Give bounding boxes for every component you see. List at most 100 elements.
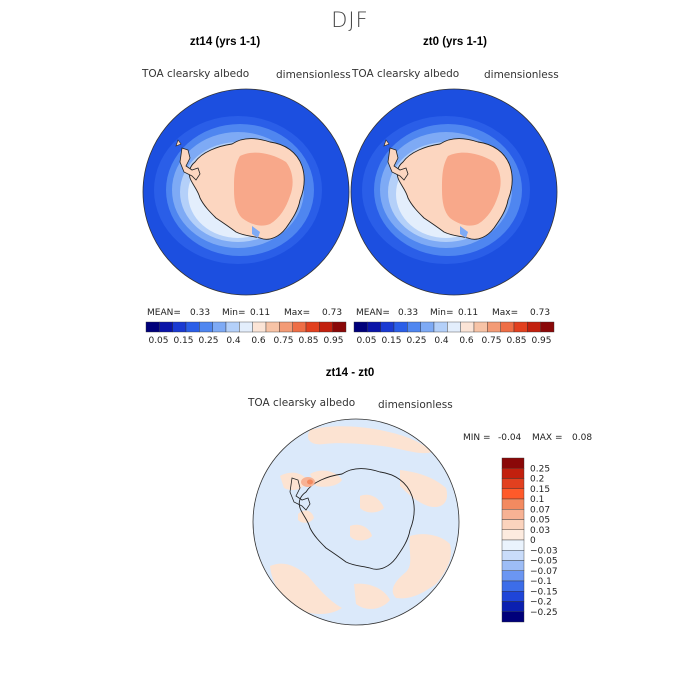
diff-colorbar: 0.250.20.150.10.070.050.030−0.03−0.05−0.… [501, 457, 558, 623]
panel1-max: 0.73 [322, 308, 343, 318]
panel1-units: dimensionless [276, 69, 351, 81]
panel1-colorbar-tick-label: 0.85 [298, 336, 318, 346]
panel1-mean: 0.33 [190, 308, 211, 318]
panel1-variable: TOA clearsky albedo [142, 68, 250, 80]
diff-colorbar-tick-label: −0.25 [530, 608, 558, 618]
diff-colorbar-swatch [501, 468, 525, 479]
panel1-colorbar-swatch [292, 321, 307, 333]
diff-colorbar-tick-label: 0.03 [530, 526, 550, 536]
panel2-colorbar-swatch [527, 321, 541, 333]
diff-colorbar-tick-label: 0.1 [530, 495, 544, 505]
diff-colorbar-tick-label: −0.05 [530, 557, 558, 567]
panel1-colorbar-swatch [159, 321, 173, 333]
diff-colorbar-tick-label: −0.1 [530, 577, 552, 587]
diff-colorbar-swatch [501, 519, 525, 530]
panel1-mean-label: MEAN= [147, 308, 181, 318]
diff-colorbar-tick-label: −0.07 [530, 567, 558, 577]
diff-colorbar-tick-label: −0.03 [530, 546, 558, 556]
panel2-colorbar-tick-label: 0.85 [506, 336, 526, 346]
diff-colorbar-tick-label: 0.05 [530, 516, 550, 526]
panel1-colorbar-tick-label: 0.15 [173, 336, 193, 346]
diff-min: -0.04 [498, 433, 522, 443]
panel1-colorbar-tick-label: 0.6 [251, 336, 266, 346]
panel1-min-label: Min= [222, 308, 246, 318]
panel1-colorbar: 0.05 0.15 0.25 0.4 0.6 0.75 0.85 0.95 [145, 321, 347, 346]
panel2-min-label: Min= [430, 308, 454, 318]
diff-colorbar-tick-label: −0.2 [530, 598, 552, 608]
panel2-colorbar-swatch [460, 321, 475, 333]
diff-colorbar-swatch [501, 539, 525, 551]
diff-colorbar-swatch [501, 611, 525, 623]
panel2-colorbar-swatch [393, 321, 408, 333]
panel2-colorbar-swatch [407, 321, 421, 333]
panel2-mean-label: MEAN= [356, 308, 390, 318]
panel1-colorbar-swatch [265, 321, 280, 333]
diff-colorbar-tick-label: 0 [530, 536, 536, 546]
panel1-min: 0.11 [250, 308, 271, 318]
panel2-units: dimensionless [484, 69, 559, 81]
diff-colorbar-swatch [501, 591, 525, 602]
figure-title: DJF [331, 8, 369, 32]
diff-colorbar-swatch [501, 580, 525, 592]
panel1-colorbar-tick-label: 0.4 [226, 336, 241, 346]
diff-colorbar-swatch [501, 457, 525, 469]
diff-map [252, 418, 460, 626]
panel1-colorbar-swatch [145, 321, 160, 333]
panel2-max: 0.73 [530, 308, 551, 318]
panel2-colorbar-tick-label: 0.4 [434, 336, 449, 346]
panel2-colorbar-swatch [380, 321, 395, 333]
panel1-colorbar-swatch [252, 321, 267, 333]
panel1-colorbar-tick-label: 0.05 [148, 336, 168, 346]
panel2-title: zt0 (yrs 1-1) [423, 36, 487, 48]
panel2-colorbar-swatch [447, 321, 461, 333]
panel2-mean: 0.33 [398, 308, 419, 318]
diff-colorbar-tick-label: −0.15 [530, 587, 558, 597]
panel1-map [142, 88, 350, 296]
panel1-colorbar-swatch [279, 321, 293, 333]
panel1-colorbar-swatch [172, 321, 187, 333]
panel2-colorbar-swatch [367, 321, 381, 333]
diff-max: 0.08 [572, 433, 593, 443]
panel1-colorbar-swatch [319, 321, 333, 333]
diff-title: zt14 - zt0 [325, 367, 375, 379]
diff-colorbar-swatch [501, 570, 525, 582]
diff-max-label: MAX = [532, 433, 563, 443]
panel2-colorbar-tick-label: 0.15 [381, 336, 401, 346]
diff-colorbar-swatch [501, 560, 525, 571]
panel2-colorbar-swatch [433, 321, 448, 333]
panel2-colorbar-swatch [353, 321, 368, 333]
panel1-colorbar-swatch [305, 321, 320, 333]
panel2-colorbar-tick-label: 0.95 [531, 336, 551, 346]
panel1-colorbar-tick-label: 0.95 [323, 336, 343, 346]
panel1-colorbar-swatch [332, 321, 347, 333]
panel2-map [350, 88, 558, 296]
panel1-colorbar-tick-label: 0.25 [198, 336, 218, 346]
diff-colorbar-swatch [501, 601, 525, 612]
diff-colorbar-swatch [501, 498, 525, 510]
panel2-colorbar-swatch [500, 321, 515, 333]
panel1-colorbar-swatch [199, 321, 213, 333]
panel1-colorbar-swatch [239, 321, 253, 333]
diff-variable: TOA clearsky albedo [248, 397, 356, 409]
diff-colorbar-swatch [501, 550, 525, 561]
diff-min-label: MIN = [463, 433, 491, 443]
diff-units: dimensionless [378, 399, 453, 411]
panel2-colorbar-tick-label: 0.05 [356, 336, 376, 346]
diff-colorbar-tick-label: 0.07 [530, 505, 550, 515]
panel1-max-label: Max= [284, 308, 311, 318]
panel2-variable: TOA clearsky albedo [352, 68, 460, 80]
diff-colorbar-tick-label: 0.15 [530, 485, 550, 495]
panel2-colorbar-tick-label: 0.25 [406, 336, 426, 346]
diff-colorbar-swatch [501, 509, 525, 520]
panel2-colorbar-swatch [513, 321, 528, 333]
panel2-colorbar-tick-label: 0.6 [459, 336, 474, 346]
panel2-colorbar-swatch [540, 321, 555, 333]
panel1-colorbar-swatch [225, 321, 240, 333]
diff-colorbar-swatch [501, 478, 525, 489]
panel1-colorbar-swatch [185, 321, 200, 333]
panel2-colorbar-tick-label: 0.75 [481, 336, 501, 346]
diff-colorbar-swatch [501, 529, 525, 541]
panel1-colorbar-tick-label: 0.75 [273, 336, 293, 346]
panel2-min: 0.11 [458, 308, 479, 318]
panel1-title: zt14 (yrs 1-1) [189, 36, 261, 48]
